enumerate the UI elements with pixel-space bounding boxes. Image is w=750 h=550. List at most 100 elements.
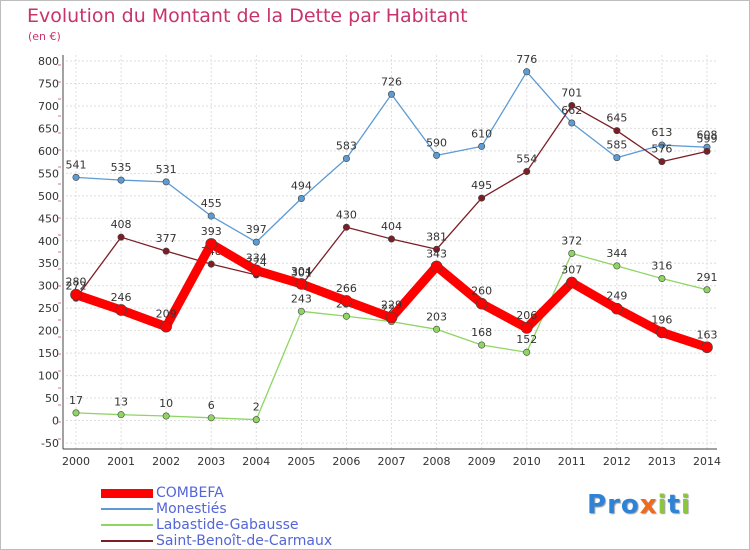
data-label-combefa: 304: [291, 265, 312, 278]
data-point-combefa: [250, 264, 263, 277]
data-point-combefa: [70, 288, 82, 301]
data-label-labastide-gabausse: 2: [253, 401, 260, 414]
data-label-monesties: 590: [426, 136, 447, 149]
data-label-labastide-gabausse: 243: [291, 292, 312, 305]
y-tick-label: 100: [38, 370, 59, 383]
data-label-monesties: 613: [651, 126, 672, 139]
data-label-labastide-gabausse: 168: [471, 326, 492, 339]
data-point-labastide-gabausse: [72, 409, 80, 417]
x-tick-label: 2010: [513, 455, 541, 468]
y-tick-label: 800: [38, 55, 59, 68]
data-point-labastide-gabausse: [658, 275, 666, 283]
data-label-saint-benoit-de-carmaux: 377: [156, 232, 177, 245]
data-point-combefa: [385, 311, 398, 324]
x-tick-label: 2006: [332, 455, 360, 468]
y-tick-label: 50: [45, 392, 59, 405]
y-tick-label: 350: [38, 257, 59, 270]
x-tick-label: 2013: [648, 455, 676, 468]
data-point-combefa: [701, 341, 713, 354]
data-point-saint-benoit-de-carmaux: [658, 158, 666, 166]
data-label-combefa: 163: [697, 328, 718, 341]
y-tick-label: 200: [38, 325, 59, 338]
data-label-saint-benoit-de-carmaux: 272: [66, 279, 87, 292]
data-label-monesties: 531: [156, 163, 177, 176]
data-label-labastide-gabausse: 17: [69, 394, 83, 407]
data-point-combefa: [160, 320, 172, 333]
data-label-labastide-gabausse: 152: [516, 333, 537, 346]
data-label-labastide-gabausse: 291: [697, 271, 718, 284]
y-tick-label: 150: [38, 347, 59, 360]
data-label-combefa: 260: [471, 285, 492, 298]
data-label-combefa: 206: [516, 309, 537, 322]
y-tick-label: 600: [38, 145, 59, 158]
legend-label-monesties: Monestiés: [156, 501, 227, 517]
data-point-saint-benoit-de-carmaux: [478, 194, 486, 202]
proxiti-logo: Proxiti: [587, 490, 691, 520]
data-label-saint-benoit-de-carmaux: 645: [606, 112, 627, 125]
data-point-combefa: [475, 297, 488, 310]
data-label-saint-benoit-de-carmaux: 576: [651, 143, 672, 156]
data-label-combefa: 307: [561, 264, 582, 277]
data-point-saint-benoit-de-carmaux: [568, 101, 576, 109]
x-tick-label: 2012: [603, 455, 631, 468]
data-label-saint-benoit-de-carmaux: 404: [381, 220, 402, 233]
data-label-monesties: 776: [516, 53, 537, 66]
legend-swatch-saint-benoit-de-carmaux: [101, 540, 153, 542]
data-point-monesties: [658, 141, 666, 149]
data-point-labastide-gabausse: [703, 286, 711, 294]
data-point-labastide-gabausse: [117, 411, 125, 419]
data-point-monesties: [478, 142, 486, 150]
data-point-labastide-gabausse: [342, 312, 350, 320]
data-point-combefa: [520, 322, 533, 334]
x-tick-label: 2014: [693, 455, 721, 468]
data-point-combefa: [205, 238, 218, 250]
data-point-combefa: [115, 304, 127, 316]
unit-label: (en €): [28, 30, 61, 43]
data-label-monesties: 535: [111, 161, 132, 174]
x-tick-label: 2008: [423, 455, 451, 468]
data-point-combefa: [656, 326, 668, 339]
legend-label-combefa: COMBEFA: [156, 485, 224, 501]
data-label-labastide-gabausse: 10: [159, 397, 173, 410]
data-point-monesties: [613, 154, 621, 162]
data-point-monesties: [117, 176, 125, 184]
data-point-labastide-gabausse: [568, 249, 576, 257]
data-point-saint-benoit-de-carmaux: [207, 260, 215, 268]
data-label-combefa: 266: [336, 282, 357, 295]
data-label-combefa: 334: [246, 251, 267, 264]
x-tick-label: 2011: [558, 455, 586, 468]
data-point-combefa: [295, 278, 308, 290]
data-label-monesties: 726: [381, 75, 402, 88]
data-point-saint-benoit-de-carmaux: [613, 127, 621, 135]
data-label-combefa: 393: [201, 225, 222, 238]
data-label-combefa: 280: [66, 276, 87, 289]
y-tick-label: 250: [38, 302, 59, 315]
data-label-saint-benoit-de-carmaux: 495: [471, 179, 492, 192]
data-label-combefa: 229: [381, 299, 402, 312]
data-label-saint-benoit-de-carmaux: 554: [516, 153, 537, 166]
chart-title: Evolution du Montant de la Dette par Hab…: [27, 5, 468, 27]
x-tick-label: 2009: [468, 455, 496, 468]
data-label-monesties: 541: [66, 158, 87, 171]
data-point-labastide-gabausse: [162, 412, 170, 420]
data-point-monesties: [568, 119, 576, 127]
data-point-saint-benoit-de-carmaux: [703, 147, 711, 155]
x-tick-label: 2005: [287, 455, 315, 468]
legend-label-saint-benoit-de-carmaux: Saint-Benoît-de-Carmaux: [156, 533, 333, 549]
data-point-monesties: [387, 90, 395, 98]
x-tick-label: 2000: [62, 455, 90, 468]
data-label-monesties: 455: [201, 197, 222, 210]
data-label-saint-benoit-de-carmaux: 430: [336, 208, 357, 221]
data-point-saint-benoit-de-carmaux: [342, 223, 350, 231]
data-label-labastide-gabausse: 13: [114, 396, 128, 409]
x-tick-label: 2004: [242, 455, 270, 468]
legend-label-labastide-gabausse: Labastide-Gabausse: [156, 517, 299, 533]
data-label-monesties: 610: [471, 127, 492, 140]
data-point-monesties: [207, 212, 215, 220]
y-tick-label: 0: [52, 415, 59, 428]
y-tick-label: -50: [41, 437, 59, 450]
data-point-labastide-gabausse: [252, 416, 260, 424]
data-label-labastide-gabausse: 372: [561, 234, 582, 247]
data-point-monesties: [342, 155, 350, 163]
